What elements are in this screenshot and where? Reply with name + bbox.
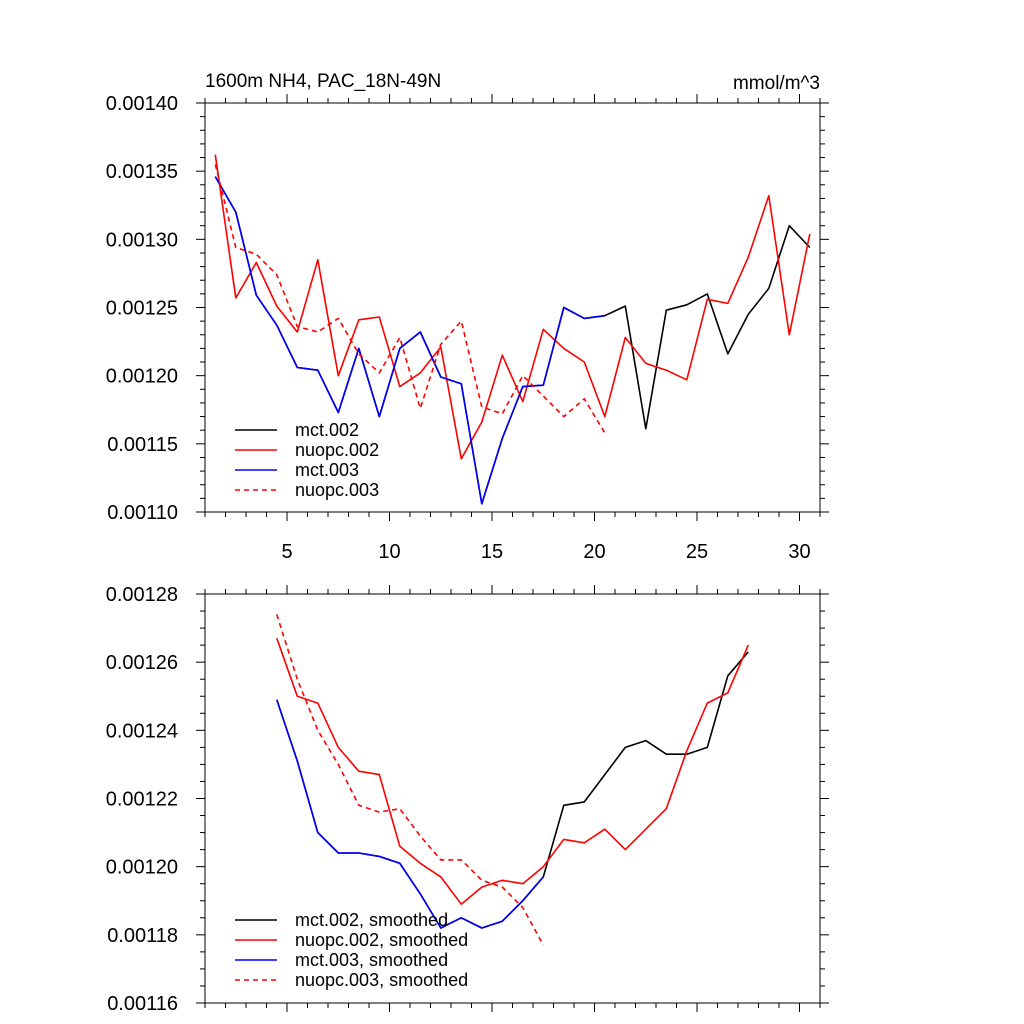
series-line-mct-003 xyxy=(214,176,605,505)
legend-label: mct.002 xyxy=(295,420,359,440)
y-tick-label: 0.00110 xyxy=(107,502,178,524)
series-line-nuopc-003 xyxy=(214,164,606,434)
series-line-nuopc-003-smoothed xyxy=(276,614,545,946)
legend-label: nuopc.003, smoothed xyxy=(295,970,468,990)
top-panel: 1600m NH4, PAC_18N-49N mmol/m^3 5 10 15 20 25 3… xyxy=(106,71,829,563)
y-tick-label: 0.00130 xyxy=(106,229,178,251)
series-line-mct-003-smoothed xyxy=(276,699,544,929)
y-tick-label: 0.00115 xyxy=(107,434,178,456)
x-tick-label: 30 xyxy=(788,541,810,563)
legend-label: nuopc.003 xyxy=(295,480,379,500)
x-tick-label: 25 xyxy=(686,541,708,563)
legend-label: nuopc.002, smoothed xyxy=(295,930,468,950)
units-label: mmol/m^3 xyxy=(733,73,820,94)
bottom-panel: 0.00116 0.00118 0.00120 0.00122 0.00124 0.001… xyxy=(106,584,829,1015)
y-tick-label: 0.00118 xyxy=(107,925,178,947)
legend-label: mct.003 xyxy=(295,460,359,480)
chart-title: 1600m NH4, PAC_18N-49N xyxy=(205,71,441,92)
y-tick-label: 0.00126 xyxy=(106,652,178,674)
legend-label: mct.002, smoothed xyxy=(295,910,448,930)
x-tick-label: 20 xyxy=(583,541,605,563)
y-tick-label: 0.00120 xyxy=(106,857,178,879)
legend-label: nuopc.002 xyxy=(295,440,379,460)
y-tick-label: 0.00116 xyxy=(107,993,178,1015)
y-tick-label: 0.00135 xyxy=(106,161,178,183)
x-tick-label: 15 xyxy=(481,541,503,563)
y-tick-label: 0.00122 xyxy=(106,789,178,811)
x-tick-label: 5 xyxy=(281,541,292,563)
series-line-nuopc-002-smoothed xyxy=(276,638,750,906)
y-tick-label: 0.00120 xyxy=(106,366,178,388)
y-tick-label: 0.00125 xyxy=(106,298,178,320)
y-tick-label: 0.00128 xyxy=(106,584,178,606)
series-line-mct-002-smoothed xyxy=(276,651,749,929)
series-line-nuopc-002 xyxy=(214,154,811,460)
y-tick-label: 0.00140 xyxy=(106,93,178,115)
y-tick-label: 0.00124 xyxy=(106,720,178,742)
x-tick-label: 10 xyxy=(378,541,400,563)
legend-label: mct.003, smoothed xyxy=(295,950,448,970)
